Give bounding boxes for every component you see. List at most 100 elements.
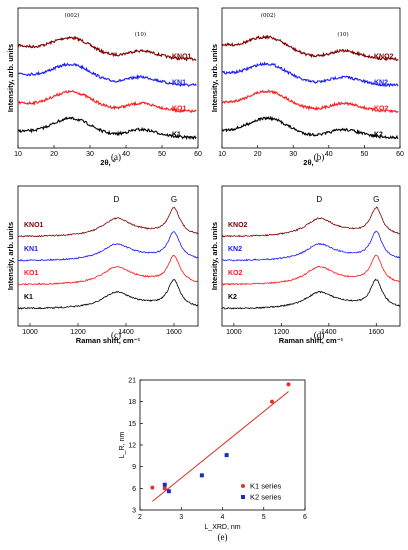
series-label-KN1: KN1 <box>24 246 38 253</box>
data-point-K2-series <box>166 489 171 494</box>
series-label-K2: K2 <box>374 132 383 139</box>
panel-caption: (a) <box>111 152 121 162</box>
series-line-KNO2 <box>221 206 400 238</box>
chart-panel-c: 1000 1200 1400 1600 Raman shift, cm⁻¹ Intensi… <box>6 185 199 345</box>
x-tick-label: 40 <box>325 151 333 158</box>
series-label-KNO2: KNO2 <box>228 222 248 229</box>
series-line-K2 <box>221 115 399 140</box>
x-tick-label: 5 <box>262 514 266 521</box>
series-label-KNO1: KNO1 <box>172 54 192 61</box>
x-tick-label: 3 <box>179 514 183 521</box>
peak-label: (10) <box>337 31 348 38</box>
plot-frame <box>221 7 401 149</box>
series-label-KO2: KO2 <box>228 270 243 277</box>
series-line-KN2 <box>221 61 399 88</box>
chart-panel-b: 10 20 30 40 50 60 2θ, ° Intensity, arb. units KN… <box>210 7 404 167</box>
x-tick-label: 60 <box>396 151 404 158</box>
panel-caption: (b) <box>314 152 325 162</box>
series-line-KO1 <box>18 254 199 286</box>
y-tick-label: 21 <box>128 378 136 385</box>
series-line-KN1 <box>17 62 197 87</box>
data-point-K1-series <box>286 382 291 387</box>
x-axis-label: L_XRD, nm <box>204 524 240 531</box>
x-tick-label: 1000 <box>226 329 242 336</box>
plot-frame <box>17 7 199 149</box>
peak-label: (002) <box>261 12 276 19</box>
y-tick-label: 15 <box>128 421 136 428</box>
y-axis-label: Intensity, arb. units <box>210 222 219 290</box>
x-tick-label: 40 <box>122 151 130 158</box>
series-label-K1: K1 <box>172 132 181 139</box>
plot-frame <box>221 185 401 327</box>
fit-line <box>152 391 289 502</box>
y-axis-label: L_R, nm <box>119 432 126 459</box>
y-tick-label: 3 <box>132 508 136 515</box>
series-line-KO1 <box>17 89 197 113</box>
x-tick-label: 30 <box>289 151 297 158</box>
peak-label: D <box>316 195 322 204</box>
x-tick-label: 20 <box>254 151 262 158</box>
x-axis-label: 2θ, ° <box>303 158 318 167</box>
y-tick-label: 9 <box>132 464 136 471</box>
series-line-K2 <box>221 278 401 310</box>
data-point-K2-series <box>199 473 204 478</box>
peak-label: G <box>171 195 177 204</box>
series-line-KNO1 <box>17 35 197 62</box>
x-tick-label: 30 <box>86 151 94 158</box>
series-line-K1 <box>17 116 197 141</box>
x-tick-label: 6 <box>303 514 307 521</box>
x-tick-label: 1600 <box>166 329 182 336</box>
series-line-KN1 <box>17 231 199 262</box>
y-axis-label: Intensity, arb. units <box>6 44 15 112</box>
data-point-K1-series <box>270 399 274 404</box>
legend-label: K1 series <box>250 482 282 491</box>
data-point-K2-series <box>162 482 167 487</box>
series-line-KO2 <box>222 89 399 114</box>
y-axis-label: Intensity, arb. units <box>210 44 219 112</box>
x-tick-label: 1200 <box>274 329 290 336</box>
y-tick-label: 18 <box>128 399 136 406</box>
series-line-KNO2 <box>221 34 399 62</box>
x-tick-label: 2 <box>138 514 142 521</box>
x-tick-label: 10 <box>218 151 226 158</box>
series-line-KN2 <box>221 230 401 262</box>
series-label-K1: K1 <box>24 294 33 301</box>
y-tick-label: 12 <box>128 443 136 450</box>
series-label-K2: K2 <box>228 294 237 301</box>
legend-label: K2 series <box>250 493 282 502</box>
x-tick-label: 1000 <box>22 329 38 336</box>
y-tick-label: 6 <box>132 486 136 493</box>
panel-caption: (c) <box>111 330 121 340</box>
series-line-KNO1 <box>18 207 199 238</box>
x-tick-label: 60 <box>194 151 202 158</box>
panel-caption: (e) <box>218 532 228 542</box>
x-tick-label: 10 <box>14 151 22 158</box>
panel-caption: (d) <box>314 330 325 340</box>
x-axis-label: Raman shift, cm⁻¹ <box>279 336 344 345</box>
x-tick-label: 50 <box>361 151 369 158</box>
x-axis-label: 2θ, ° <box>100 158 115 167</box>
chart-panel-d: 1000 1200 1400 1600 Raman shift, cm⁻¹ Intensi… <box>210 185 401 345</box>
x-tick-label: 4 <box>221 514 225 521</box>
plot-frame <box>17 185 199 327</box>
peak-label: (10) <box>135 31 146 38</box>
chart-panel-a: 10 20 30 40 50 60 2θ, ° Intensity, arb. units KN… <box>6 7 202 167</box>
x-tick-label: 20 <box>50 151 58 158</box>
series-label-KN1: KN1 <box>172 80 186 87</box>
x-tick-label: 1400 <box>118 329 134 336</box>
series-label-KO1: KO1 <box>172 106 187 113</box>
data-point-K1-series <box>150 485 155 490</box>
legend-marker <box>241 495 245 499</box>
series-line-K1 <box>17 278 199 310</box>
data-point-K2-series <box>224 453 229 458</box>
peak-label: (002) <box>65 12 80 19</box>
series-label-KO1: KO1 <box>24 270 39 277</box>
x-tick-label: 1400 <box>321 329 337 336</box>
x-tick-label: 50 <box>158 151 166 158</box>
series-label-KN2: KN2 <box>374 80 388 87</box>
series-label-KO2: KO2 <box>374 106 389 113</box>
y-axis-label: Intensity, arb. units <box>6 222 15 290</box>
series-label-KN2: KN2 <box>228 246 242 253</box>
